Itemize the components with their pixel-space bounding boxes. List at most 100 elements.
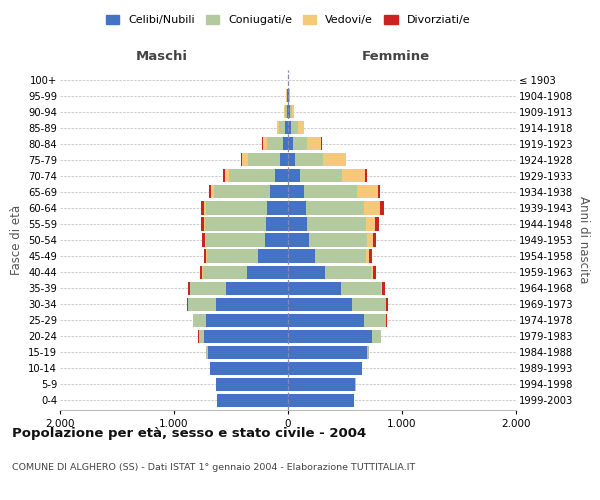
Bar bbox=[267, 202, 288, 214]
Bar bbox=[242, 153, 248, 166]
Bar bbox=[343, 170, 365, 182]
Bar bbox=[188, 282, 190, 294]
Bar bbox=[288, 282, 341, 294]
Bar bbox=[386, 298, 388, 310]
Bar bbox=[288, 298, 352, 310]
Text: COMUNE DI ALGHERO (SS) - Dati ISTAT 1° gennaio 2004 - Elaborazione TUTTITALIA.IT: COMUNE DI ALGHERO (SS) - Dati ISTAT 1° g… bbox=[12, 462, 415, 471]
Bar bbox=[216, 378, 288, 391]
Bar bbox=[371, 266, 373, 278]
Bar bbox=[367, 346, 369, 359]
Bar bbox=[223, 170, 224, 182]
Bar bbox=[207, 250, 259, 262]
Bar bbox=[275, 170, 288, 182]
Bar bbox=[288, 346, 367, 359]
Bar bbox=[291, 121, 298, 134]
Bar bbox=[352, 298, 386, 310]
Bar bbox=[292, 105, 294, 118]
Bar bbox=[367, 234, 373, 246]
Bar bbox=[366, 250, 369, 262]
Bar bbox=[365, 218, 375, 230]
Bar bbox=[300, 170, 343, 182]
Bar bbox=[293, 137, 307, 150]
Bar bbox=[288, 202, 307, 214]
Bar bbox=[304, 186, 356, 198]
Bar bbox=[307, 202, 364, 214]
Bar bbox=[211, 186, 214, 198]
Bar bbox=[323, 153, 346, 166]
Bar bbox=[203, 266, 247, 278]
Bar bbox=[202, 202, 204, 214]
Bar bbox=[386, 314, 387, 327]
Bar bbox=[265, 234, 288, 246]
Bar bbox=[187, 298, 188, 310]
Bar bbox=[188, 298, 216, 310]
Bar bbox=[356, 186, 378, 198]
Bar bbox=[203, 330, 288, 343]
Bar bbox=[288, 89, 289, 102]
Text: Maschi: Maschi bbox=[136, 50, 188, 62]
Bar bbox=[380, 202, 383, 214]
Bar bbox=[193, 314, 206, 327]
Bar bbox=[208, 346, 288, 359]
Bar bbox=[325, 266, 371, 278]
Bar bbox=[288, 121, 291, 134]
Bar bbox=[288, 218, 307, 230]
Bar bbox=[288, 153, 295, 166]
Bar bbox=[287, 105, 288, 118]
Bar bbox=[206, 202, 267, 214]
Bar bbox=[364, 314, 386, 327]
Bar bbox=[201, 218, 204, 230]
Bar bbox=[288, 362, 362, 375]
Bar bbox=[280, 153, 288, 166]
Bar bbox=[205, 218, 266, 230]
Bar bbox=[200, 266, 202, 278]
Bar bbox=[241, 153, 242, 166]
Text: Popolazione per età, sesso e stato civile - 2004: Popolazione per età, sesso e stato civil… bbox=[12, 428, 366, 440]
Bar bbox=[283, 137, 288, 150]
Bar bbox=[298, 121, 304, 134]
Bar bbox=[288, 250, 315, 262]
Bar bbox=[229, 170, 275, 182]
Bar bbox=[288, 137, 293, 150]
Bar bbox=[214, 186, 271, 198]
Bar bbox=[382, 282, 385, 294]
Bar bbox=[289, 89, 290, 102]
Bar bbox=[290, 105, 292, 118]
Bar bbox=[266, 218, 288, 230]
Bar bbox=[248, 153, 280, 166]
Bar bbox=[206, 314, 288, 327]
Bar bbox=[217, 394, 288, 407]
Bar bbox=[364, 202, 380, 214]
Bar bbox=[226, 282, 288, 294]
Bar bbox=[268, 137, 283, 150]
Bar bbox=[202, 234, 205, 246]
Bar bbox=[209, 186, 211, 198]
Bar bbox=[206, 234, 265, 246]
Bar bbox=[288, 394, 353, 407]
Bar bbox=[378, 186, 380, 198]
Bar bbox=[205, 234, 206, 246]
Bar bbox=[288, 105, 290, 118]
Bar bbox=[288, 314, 364, 327]
Bar bbox=[373, 330, 381, 343]
Bar bbox=[288, 378, 355, 391]
Bar bbox=[284, 105, 287, 118]
Bar bbox=[309, 234, 367, 246]
Bar bbox=[247, 266, 288, 278]
Bar bbox=[285, 121, 288, 134]
Bar bbox=[190, 282, 226, 294]
Bar bbox=[288, 330, 373, 343]
Bar bbox=[295, 153, 323, 166]
Y-axis label: Fasce di età: Fasce di età bbox=[10, 205, 23, 275]
Bar bbox=[341, 282, 382, 294]
Bar bbox=[373, 234, 376, 246]
Y-axis label: Anni di nascita: Anni di nascita bbox=[577, 196, 590, 284]
Bar bbox=[206, 346, 208, 359]
Bar bbox=[315, 250, 366, 262]
Bar bbox=[369, 250, 372, 262]
Bar bbox=[204, 202, 206, 214]
Bar bbox=[288, 186, 304, 198]
Bar bbox=[365, 170, 367, 182]
Bar bbox=[279, 121, 285, 134]
Text: Femmine: Femmine bbox=[362, 50, 430, 62]
